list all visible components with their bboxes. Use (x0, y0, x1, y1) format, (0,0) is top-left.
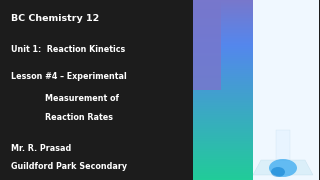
Ellipse shape (271, 167, 285, 177)
Ellipse shape (269, 159, 297, 177)
Bar (193, 0, 221, 90)
Bar (243, 0, 319, 180)
Text: Guildford Park Secondary: Guildford Park Secondary (11, 162, 127, 171)
Text: Mr. R. Prasad: Mr. R. Prasad (11, 144, 71, 153)
Polygon shape (253, 160, 313, 175)
Text: Unit 1:  Reaction Kinetics: Unit 1: Reaction Kinetics (11, 45, 125, 54)
Text: Reaction Rates: Reaction Rates (45, 113, 113, 122)
Bar (276, 130, 290, 160)
Text: Measurement of: Measurement of (45, 94, 119, 103)
Text: BC Chemistry 12: BC Chemistry 12 (11, 14, 100, 23)
Text: Lesson #4 – Experimental: Lesson #4 – Experimental (11, 72, 127, 81)
